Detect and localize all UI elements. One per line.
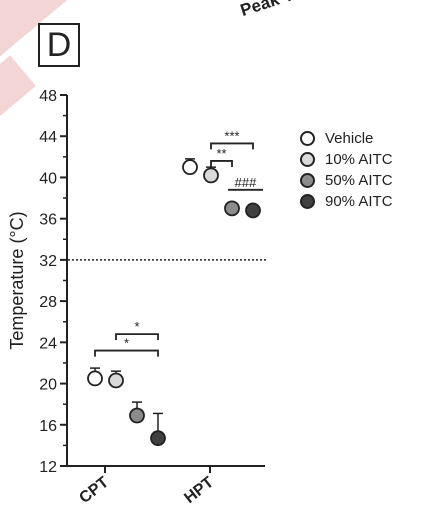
y-tick-label-20: 20 <box>39 377 57 394</box>
legend-item-50-aitc: 50% AITC <box>300 170 393 191</box>
y-tick-label-36: 36 <box>39 212 57 229</box>
legend-item-10-aitc: 10% AITC <box>300 149 393 170</box>
sig-label-2: *** <box>224 128 239 143</box>
sig-label-4: ### <box>235 175 257 190</box>
y-tick-label-40: 40 <box>39 170 57 187</box>
legend-dot-50-aitc <box>300 173 315 188</box>
data-point-cpt-2 <box>129 407 145 424</box>
legend-item-vehicle: Vehicle <box>300 128 393 149</box>
data-point-hpt-1 <box>203 167 219 184</box>
y-tick-label-48: 48 <box>39 88 57 105</box>
sig-bracket-2 <box>210 142 254 150</box>
legend-label-10-aitc: 10% AITC <box>325 151 393 168</box>
legend-dot-10-aitc <box>300 152 315 167</box>
sig-label-0: * <box>134 319 139 334</box>
data-point-cpt-3 <box>150 430 166 447</box>
y-tick-label-44: 44 <box>39 129 57 146</box>
data-point-cpt-1 <box>108 372 124 389</box>
legend-item-90-aitc: 90% AITC <box>300 191 393 212</box>
y-tick-label-32: 32 <box>39 253 57 270</box>
legend-dot-90-aitc <box>300 194 315 209</box>
legend-label-50-aitc: 50% AITC <box>325 172 393 189</box>
y-tick-label-16: 16 <box>39 418 57 435</box>
sig-label-1: * <box>124 336 129 351</box>
x-tick-label-hpt: HPT <box>181 474 217 507</box>
legend: Vehicle 10% AITC 50% AITC 90% AITC <box>300 128 393 212</box>
y-tick-label-12: 12 <box>39 459 57 476</box>
y-tick-label-28: 28 <box>39 294 57 311</box>
data-point-hpt-0 <box>182 159 198 176</box>
data-point-hpt-2 <box>224 200 240 217</box>
sig-bracket-3 <box>210 160 233 167</box>
y-axis-label: Temperature (°C) <box>7 211 27 349</box>
panel-label: D <box>38 23 80 67</box>
sig-bracket-0 <box>115 333 159 341</box>
legend-label-90-aitc: 90% AITC <box>325 193 393 210</box>
sig-label-3: ** <box>216 146 226 161</box>
legend-dot-vehicle <box>300 131 315 146</box>
y-tick-label-24: 24 <box>39 335 57 352</box>
x-tick-label-cpt: CPT <box>76 474 112 507</box>
data-point-cpt-0 <box>87 370 103 387</box>
data-point-hpt-3 <box>245 202 261 219</box>
legend-label-vehicle: Vehicle <box>325 130 374 147</box>
sig-bracket-1 <box>94 349 159 357</box>
